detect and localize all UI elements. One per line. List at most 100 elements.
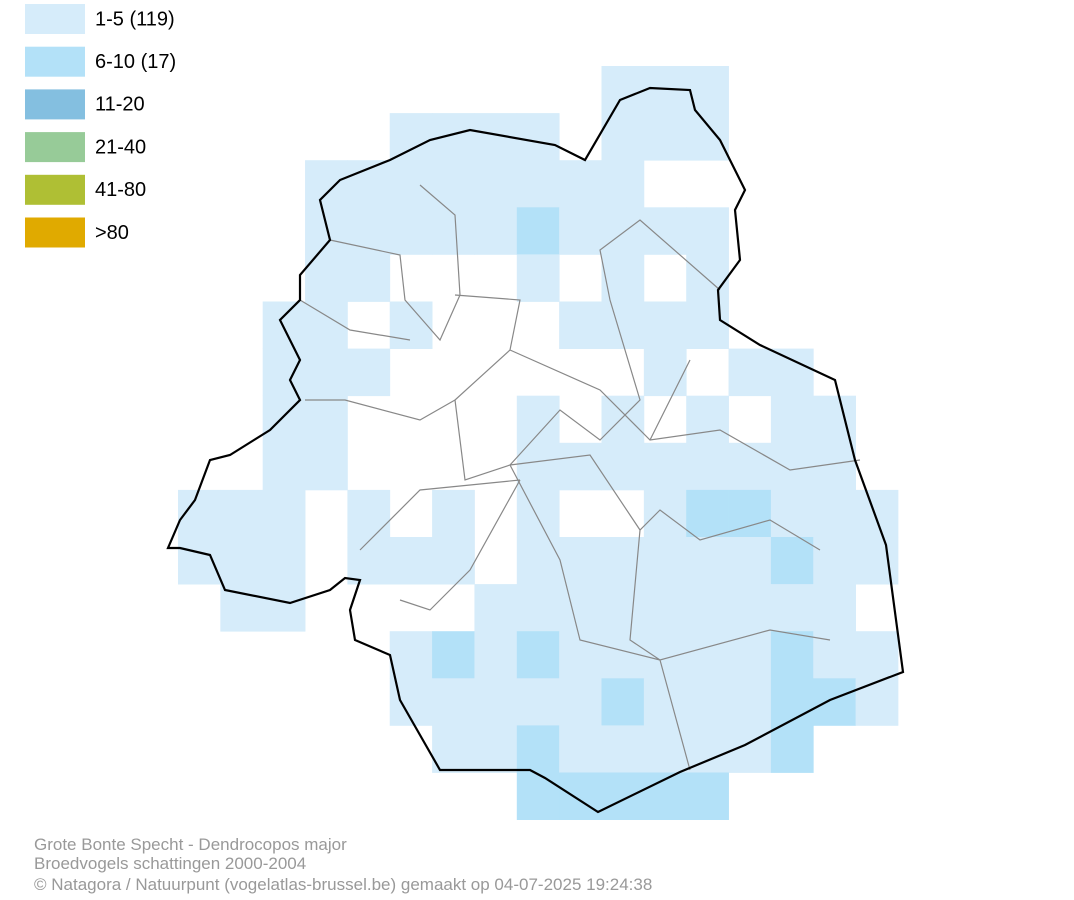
grid-cell [770, 537, 814, 585]
grid-cell [601, 725, 645, 773]
grid-cell [601, 442, 645, 491]
grid-cell [474, 725, 518, 773]
footer-subtitle: Broedvogels schattingen 2000-2004 [34, 854, 306, 873]
grid-cell [559, 442, 602, 491]
grid-cell [813, 631, 856, 679]
grid-cell [686, 442, 729, 491]
grid-cell [516, 725, 560, 773]
grid-cell [305, 348, 348, 397]
grid-cell [432, 160, 475, 208]
grid-cell [601, 584, 645, 632]
grid-cell [728, 678, 772, 726]
grid-cell [347, 537, 391, 585]
grid-cell [559, 584, 602, 632]
grid-cell [770, 489, 814, 538]
grid-cell [305, 442, 348, 491]
grid-cell [686, 207, 729, 255]
grid-cell [516, 584, 560, 632]
grid-cell [516, 537, 560, 585]
grid-cell [813, 442, 856, 491]
footer-title: Grote Bonte Specht - Dendrocopos major [34, 835, 347, 854]
grid-cell [305, 301, 348, 349]
grid-cell [601, 160, 645, 208]
grid-cell [601, 254, 645, 302]
grid-cell [559, 207, 602, 255]
grid-cell [559, 631, 602, 679]
legend-swatch [25, 132, 85, 163]
grid-cell [770, 678, 814, 726]
grid-cell [220, 537, 264, 585]
grid-cell [262, 584, 306, 632]
grid-cell [474, 207, 518, 255]
grid-cell [770, 725, 814, 773]
grid-cell [305, 395, 348, 444]
grid-cell [770, 348, 814, 397]
grid-cell [516, 395, 560, 444]
grid-cell [643, 537, 687, 585]
legend-label: >80 [95, 222, 129, 244]
grid-cell [474, 678, 518, 726]
grid-cell [516, 254, 560, 302]
legend-label: 6-10 (17) [95, 51, 176, 73]
region-boundary [166, 86, 905, 814]
legend-swatch [25, 89, 85, 120]
legend-swatch [25, 174, 85, 205]
grid-cell [220, 584, 264, 632]
grid-cell [770, 631, 814, 679]
grid-cell [516, 442, 560, 491]
grid-cell [813, 537, 856, 585]
grid-cell [643, 113, 687, 161]
grid-cell [347, 254, 391, 302]
grid-cell [389, 631, 433, 679]
grid-cell [432, 725, 475, 773]
legend: 1-5 (119) 6-10 (17) 11-20 21-40 41-80 >80 [25, 4, 176, 248]
grid-cell [516, 772, 560, 820]
grid-cell [516, 489, 560, 538]
grid-cell [516, 631, 560, 679]
outline [166, 86, 905, 814]
grid-cell [855, 537, 899, 585]
grid-cell [389, 160, 433, 208]
grid-cell [601, 207, 645, 255]
grid-cell [643, 584, 687, 632]
legend-label: 11-20 [95, 94, 145, 116]
grid-cell [559, 537, 602, 585]
grid-cell [262, 395, 306, 444]
grid-cell [432, 631, 475, 679]
grid-cell [643, 348, 687, 397]
footer-credit: © Natagora / Natuurpunt (vogelatlas-brus… [34, 875, 652, 894]
grid-cell [389, 113, 433, 161]
grid-cells [178, 66, 899, 820]
grid-cell [686, 113, 729, 161]
grid-cell [855, 631, 899, 679]
legend-label: 41-80 [95, 179, 146, 201]
grid-cell [262, 442, 306, 491]
grid-cell [432, 678, 475, 726]
grid-cell [220, 489, 264, 538]
grid-cell [686, 254, 729, 302]
grid-cell [389, 537, 433, 585]
grid-cell [813, 584, 856, 632]
grid-cell [262, 489, 306, 538]
grid-cell [305, 207, 348, 255]
grid-cell [601, 772, 645, 820]
grid-cell [686, 678, 729, 726]
grid-cell [432, 207, 475, 255]
grid-cell [686, 489, 729, 538]
grid-cell [686, 631, 729, 679]
grid-cell [643, 442, 687, 491]
grid-cell [686, 537, 729, 585]
grid-cell [516, 113, 560, 161]
grid-cell [770, 395, 814, 444]
grid-cell [389, 301, 433, 349]
legend-label: 21-40 [95, 136, 146, 158]
grid-cell [728, 584, 772, 632]
legend-swatch [25, 46, 85, 77]
legend-label: 1-5 (119) [95, 8, 175, 30]
grid-cell [855, 489, 899, 538]
grid-cell [728, 537, 772, 585]
grid-cell [305, 160, 348, 208]
grid-cell [686, 395, 729, 444]
grid-cell [178, 537, 221, 585]
